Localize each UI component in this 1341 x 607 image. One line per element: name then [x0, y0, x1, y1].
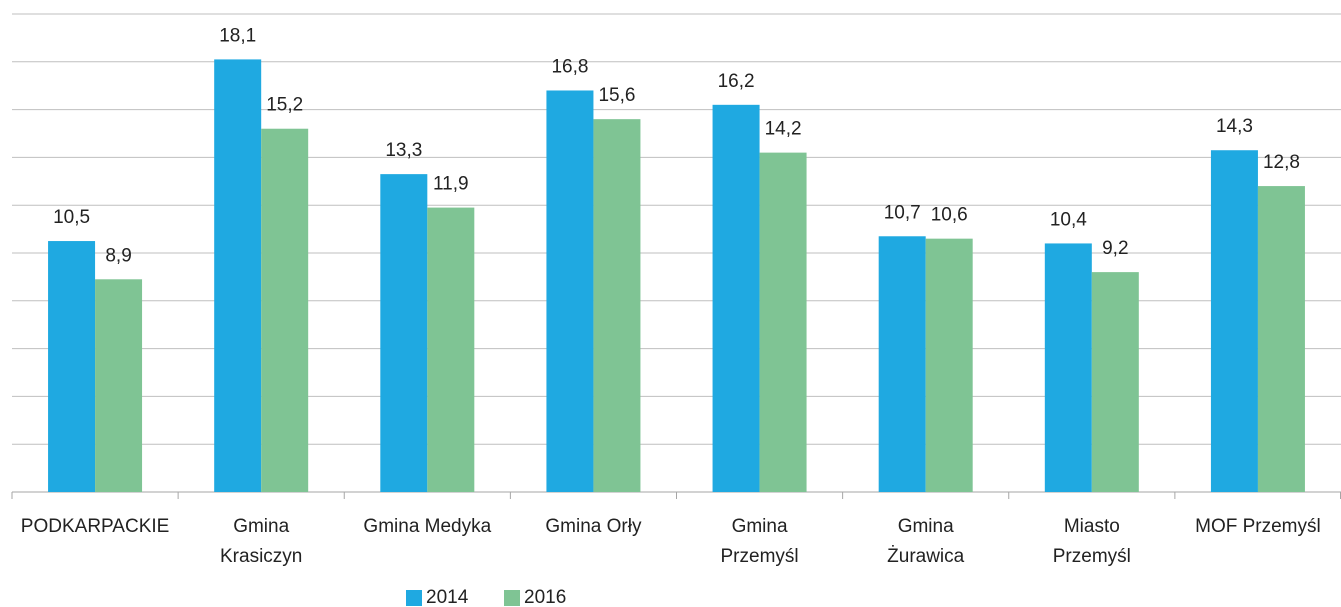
data-label: 10,5 [53, 207, 90, 228]
x-tick-label: Gmina Przemyśl [721, 516, 799, 567]
data-label: 15,6 [598, 85, 635, 106]
legend-swatch [504, 590, 520, 606]
data-label: 8,9 [105, 245, 131, 266]
bar [759, 152, 807, 492]
bar [48, 241, 96, 492]
data-label: 9,2 [1102, 238, 1128, 259]
x-tick-label: Gmina Krasiczyn [220, 516, 302, 567]
data-label: 13,3 [385, 140, 422, 161]
bar [593, 119, 641, 492]
x-tick-label: Gmina Żurawica [887, 516, 965, 567]
data-label: 15,2 [266, 95, 303, 116]
legend-label: 2016 [524, 587, 566, 607]
data-label: 16,8 [551, 56, 588, 77]
data-label: 10,4 [1050, 209, 1087, 230]
bar [712, 104, 760, 492]
data-label: 18,1 [219, 25, 256, 46]
data-label: 16,2 [718, 71, 755, 92]
data-label: 10,6 [931, 205, 968, 226]
x-tick-label: MOF Przemyśl [1195, 516, 1321, 537]
bar [1210, 150, 1258, 493]
x-tick-label: PODKARPACKIE [21, 516, 170, 537]
x-tick-label: Gmina Orły [545, 516, 642, 537]
bar [427, 207, 475, 492]
bar [95, 279, 143, 492]
data-label: 10,7 [884, 202, 921, 223]
bar [1257, 186, 1305, 492]
x-tick-label: Miasto Przemyśl [1053, 516, 1131, 567]
bar [546, 90, 594, 492]
bar [925, 238, 973, 492]
bar [380, 174, 428, 492]
x-tick-label: Gmina Medyka [363, 516, 491, 537]
data-label: 12,8 [1263, 152, 1300, 173]
bar [261, 128, 309, 492]
legend-label: 2014 [426, 587, 469, 607]
data-label: 11,9 [433, 174, 469, 195]
bar [1044, 243, 1092, 492]
bar [878, 236, 926, 492]
data-label: 14,2 [765, 119, 802, 140]
legend-swatch [406, 590, 422, 606]
bar [214, 59, 262, 492]
bar [1091, 272, 1139, 492]
data-label: 14,3 [1216, 116, 1253, 137]
